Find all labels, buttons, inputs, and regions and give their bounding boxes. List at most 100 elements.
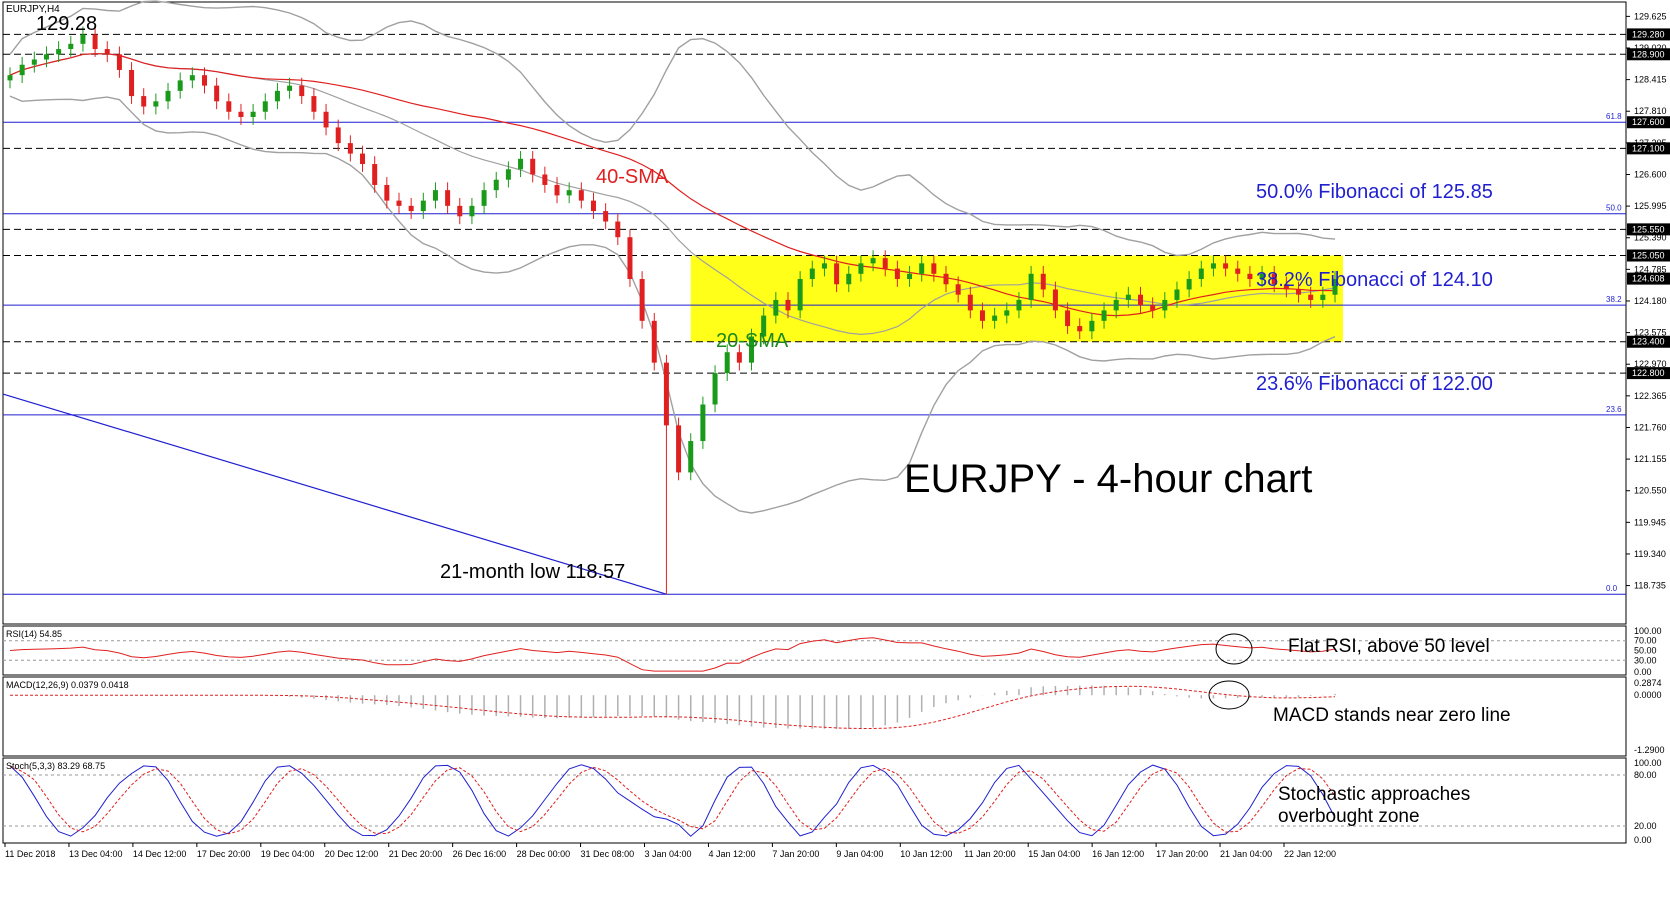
rsi-tick-label: 30.00 <box>1634 655 1657 665</box>
candle-body <box>493 179 499 191</box>
candle-body <box>68 43 74 50</box>
candle-body <box>323 111 329 128</box>
time-tick-label: 9 Jan 04:00 <box>836 849 883 859</box>
macd-frame <box>2 676 1627 757</box>
candle-body <box>1113 299 1119 311</box>
time-tick-label: 26 Dec 16:00 <box>453 849 507 859</box>
level-price-text: 123.400 <box>1632 337 1665 347</box>
price-tick-label: 124.180 <box>1634 296 1667 306</box>
fibonacci-trendline <box>2 393 667 595</box>
candle-body <box>457 205 463 217</box>
level-price-box <box>1627 249 1670 262</box>
candle-body <box>1077 326 1083 332</box>
price-tick-label: 123.575 <box>1634 328 1667 338</box>
rsi-annotation: Flat RSI, above 50 level <box>1288 636 1490 657</box>
candle-body <box>1296 289 1302 295</box>
candle-body <box>1223 263 1229 269</box>
candle-body <box>749 336 755 363</box>
candle-body <box>858 263 864 274</box>
level-price-text: 125.550 <box>1632 224 1665 234</box>
candle-body <box>615 221 621 238</box>
level-price-text: 128.900 <box>1632 49 1665 59</box>
candle-body <box>1065 310 1071 327</box>
rsi-highlight-circle <box>1215 633 1253 665</box>
candle-body <box>1308 294 1314 300</box>
candle-body <box>408 205 414 212</box>
candle-body <box>761 315 767 337</box>
candle-body <box>31 59 37 65</box>
stochastic-frame <box>2 757 1627 844</box>
price-panel: 129.625129.020128.415127.810127.205126.6… <box>2 0 1670 625</box>
candle-body <box>287 85 293 91</box>
rsi-tick-label: 100.00 <box>1634 626 1662 636</box>
candle-body <box>1125 294 1131 300</box>
time-tick-label: 15 Jan 04:00 <box>1028 849 1080 859</box>
candle-body <box>1283 284 1289 290</box>
candle-body <box>214 85 220 102</box>
price-tick-label: 125.995 <box>1634 201 1667 211</box>
price-tick-label: 126.600 <box>1634 169 1667 179</box>
level-price-text: 129.280 <box>1632 29 1665 39</box>
level-price-box <box>1627 223 1670 236</box>
time-tick-label: 21 Dec 20:00 <box>389 849 443 859</box>
candle-body <box>773 299 779 316</box>
candle-body <box>372 164 378 185</box>
candle-body <box>724 352 730 374</box>
candle-body <box>736 352 742 363</box>
candle-body <box>578 190 584 201</box>
candle-body <box>554 184 560 196</box>
time-tick-label: 16 Jan 12:00 <box>1092 849 1144 859</box>
candle-body <box>274 90 280 102</box>
candle-body <box>226 101 232 112</box>
macd-tick-label: 0.2874 <box>1634 678 1662 688</box>
price-tick-label: 125.390 <box>1634 233 1667 243</box>
candle-body <box>1235 268 1241 274</box>
time-tick-label: 28 Dec 00:00 <box>517 849 571 859</box>
candle-body <box>396 200 402 206</box>
macd-panel: 0.2874 0.0000 -1.2900 MACD(12,26,9) 0.0379 … <box>2 676 1665 757</box>
candle-body <box>566 190 572 196</box>
candle-body <box>688 441 694 473</box>
time-tick-label: 20 Dec 12:00 <box>325 849 379 859</box>
candle-body <box>116 54 122 70</box>
price-tick-label: 121.155 <box>1634 454 1667 464</box>
candle-body <box>1052 289 1058 311</box>
candle-body <box>700 404 706 442</box>
price-tick-label: 121.760 <box>1634 422 1667 432</box>
time-axis: 11 Dec 2018 13 Dec 04:00 14 Dec 12:00 17 De… <box>4 843 1336 859</box>
stochastic-k-line <box>9 764 1336 837</box>
macd-signal-line <box>10 685 1336 729</box>
candle-body <box>432 190 438 201</box>
candle-body <box>1040 273 1046 290</box>
time-tick-label: 17 Dec 20:00 <box>197 849 251 859</box>
stochastic-tick-label: 0.00 <box>1634 835 1652 845</box>
rsi-tick-label: 0.00 <box>1634 667 1652 677</box>
candle-body <box>43 54 49 60</box>
candle-body <box>1150 305 1156 311</box>
stochastic-panel: 100.00 80.00 20.00 0.00 Stoch(5,3,3) 83.29 6… <box>2 757 1662 845</box>
macd-label: MACD(12,26,9) 0.0379 0.0418 <box>6 680 129 690</box>
level-price-box <box>1627 116 1670 129</box>
price-tick-label: 128.415 <box>1634 75 1667 85</box>
candle-body <box>870 258 876 264</box>
candle-body <box>165 90 171 102</box>
time-tick-label: 11 Dec 2018 <box>5 849 55 859</box>
candle-body <box>834 263 840 285</box>
candle-body <box>153 101 159 107</box>
bollinger-upper-band <box>9 0 1336 257</box>
candle-body <box>1320 294 1326 300</box>
price-tick-label: 127.810 <box>1634 106 1667 116</box>
level-price-text: 127.600 <box>1632 117 1665 127</box>
time-tick-label: 4 Jan 12:00 <box>708 849 755 859</box>
rsi-tick-label: 70.00 <box>1634 636 1657 646</box>
low-annotation: 21-month low 118.57 <box>440 561 625 583</box>
level-price-text: 127.100 <box>1632 143 1665 153</box>
candle-body <box>846 273 852 285</box>
time-tick-label: 3 Jan 04:00 <box>645 849 692 859</box>
stochastic-annotation-line1: Stochastic approaches <box>1278 784 1470 805</box>
candle-body <box>177 80 183 91</box>
candle-body <box>238 111 244 117</box>
